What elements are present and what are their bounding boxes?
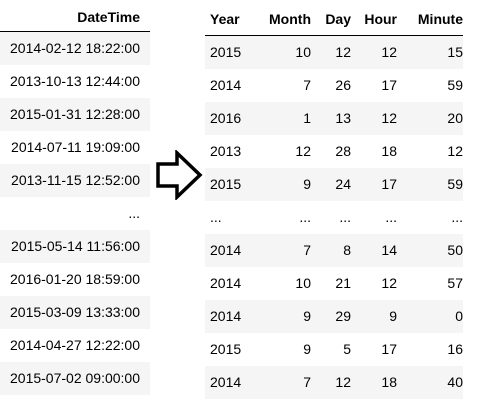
table-row: 2015 9 24 17 59 xyxy=(205,168,463,201)
day-cell: 5 xyxy=(343,341,351,357)
day-cell: 12 xyxy=(335,374,351,390)
table-row: 2016-01-20 18:59:00 xyxy=(10,271,140,287)
year-cell: 2013 xyxy=(210,143,242,159)
table-row: 2016 1 13 12 20 xyxy=(205,102,463,135)
table-row: 2015-07-02 09:00:00 xyxy=(0,362,150,395)
month-cell: 9 xyxy=(303,341,311,357)
minute-column-header: Minute xyxy=(417,11,463,27)
table-body: 2015 10 12 12 15 2014 7 26 17 59 2016 1 13 12 20 2013 12… xyxy=(205,36,463,399)
minute-cell: 40 xyxy=(447,374,463,390)
month-cell: ... xyxy=(299,209,311,225)
minute-cell: 12 xyxy=(447,143,463,159)
month-cell: 10 xyxy=(295,44,311,60)
hour-cell: 17 xyxy=(381,176,397,192)
day-cell: 26 xyxy=(335,77,351,93)
year-cell: ... xyxy=(210,209,222,225)
table-row: 2013-10-13 12:44:00 xyxy=(10,73,140,89)
day-cell: 28 xyxy=(335,143,351,159)
hour-cell: 17 xyxy=(381,341,397,357)
datetime-column-header: DateTime xyxy=(0,2,150,32)
table-row: ... xyxy=(128,205,140,221)
year-cell: 2016 xyxy=(210,110,242,126)
table-row: 2015 10 12 12 15 xyxy=(205,36,463,69)
year-cell: 2015 xyxy=(210,341,242,357)
hour-column-header: Hour xyxy=(364,11,397,27)
day-cell: 13 xyxy=(335,110,351,126)
minute-cell: 0 xyxy=(455,308,463,324)
table-row: 2014 7 8 14 50 xyxy=(205,234,463,267)
year-cell: 2014 xyxy=(210,308,242,324)
month-cell: 1 xyxy=(303,110,311,126)
minute-cell: 59 xyxy=(447,176,463,192)
minute-cell: 16 xyxy=(447,341,463,357)
table-row: 2015-01-31 12:28:00 xyxy=(0,98,150,131)
month-cell: 7 xyxy=(303,77,311,93)
minute-cell: ... xyxy=(451,209,463,225)
day-cell: 12 xyxy=(335,44,351,60)
minute-cell: 15 xyxy=(447,44,463,60)
hour-cell: 9 xyxy=(389,308,397,324)
month-cell: 12 xyxy=(295,143,311,159)
table-row: 2014 10 21 12 57 xyxy=(205,267,463,300)
table-header-row: Year Month Day Hour Minute xyxy=(205,2,463,36)
table-row: 2014 7 12 18 40 xyxy=(205,366,463,399)
hour-cell: 12 xyxy=(381,275,397,291)
hour-cell: 14 xyxy=(381,242,397,258)
month-cell: 10 xyxy=(295,275,311,291)
table-row: 2015-05-14 11:56:00 xyxy=(0,230,150,263)
hour-cell: 17 xyxy=(381,77,397,93)
table-row: 2015-03-09 13:33:00 xyxy=(0,296,150,329)
hour-cell: 18 xyxy=(381,143,397,159)
table-row: 2013-11-15 12:52:00 xyxy=(0,164,150,197)
minute-cell: 57 xyxy=(447,275,463,291)
day-cell: 21 xyxy=(335,275,351,291)
minute-cell: 50 xyxy=(447,242,463,258)
day-cell: 29 xyxy=(335,308,351,324)
hour-cell: ... xyxy=(385,209,397,225)
table-row: 2014 7 26 17 59 xyxy=(205,69,463,102)
month-cell: 7 xyxy=(303,374,311,390)
month-cell: 9 xyxy=(303,176,311,192)
minute-cell: 20 xyxy=(447,110,463,126)
datetime-table: DateTime 2014-02-12 18:22:00 2013-10-13 … xyxy=(0,2,150,395)
year-column-header: Year xyxy=(210,11,240,27)
table-row: 2014-04-27 12:22:00 xyxy=(10,337,140,353)
table-row: 2013 12 28 18 12 xyxy=(205,135,463,168)
day-cell: 24 xyxy=(335,176,351,192)
month-column-header: Month xyxy=(269,11,311,27)
day-column-header: Day xyxy=(325,11,351,27)
minute-cell: 59 xyxy=(447,77,463,93)
year-cell: 2014 xyxy=(210,275,242,291)
year-cell: 2015 xyxy=(210,176,242,192)
year-cell: 2014 xyxy=(210,77,242,93)
year-cell: 2014 xyxy=(210,374,242,390)
table-row: 2015 9 5 17 16 xyxy=(205,333,463,366)
day-cell: ... xyxy=(339,209,351,225)
table-row: 2014-02-12 18:22:00 xyxy=(0,32,150,65)
hour-cell: 18 xyxy=(381,374,397,390)
month-cell: 9 xyxy=(303,308,311,324)
table-row: ............... xyxy=(205,201,463,234)
datetime-parts-table: Year Month Day Hour Minute 2015 10 12 12 15 2… xyxy=(205,2,463,399)
table-row: 2014-07-11 19:09:00 xyxy=(11,139,140,155)
day-cell: 8 xyxy=(343,242,351,258)
year-cell: 2015 xyxy=(210,44,242,60)
right-arrow-icon xyxy=(156,150,203,200)
table-row: 2014 9 29 9 0 xyxy=(205,300,463,333)
month-cell: 7 xyxy=(303,242,311,258)
hour-cell: 12 xyxy=(381,110,397,126)
year-cell: 2014 xyxy=(210,242,242,258)
hour-cell: 12 xyxy=(381,44,397,60)
